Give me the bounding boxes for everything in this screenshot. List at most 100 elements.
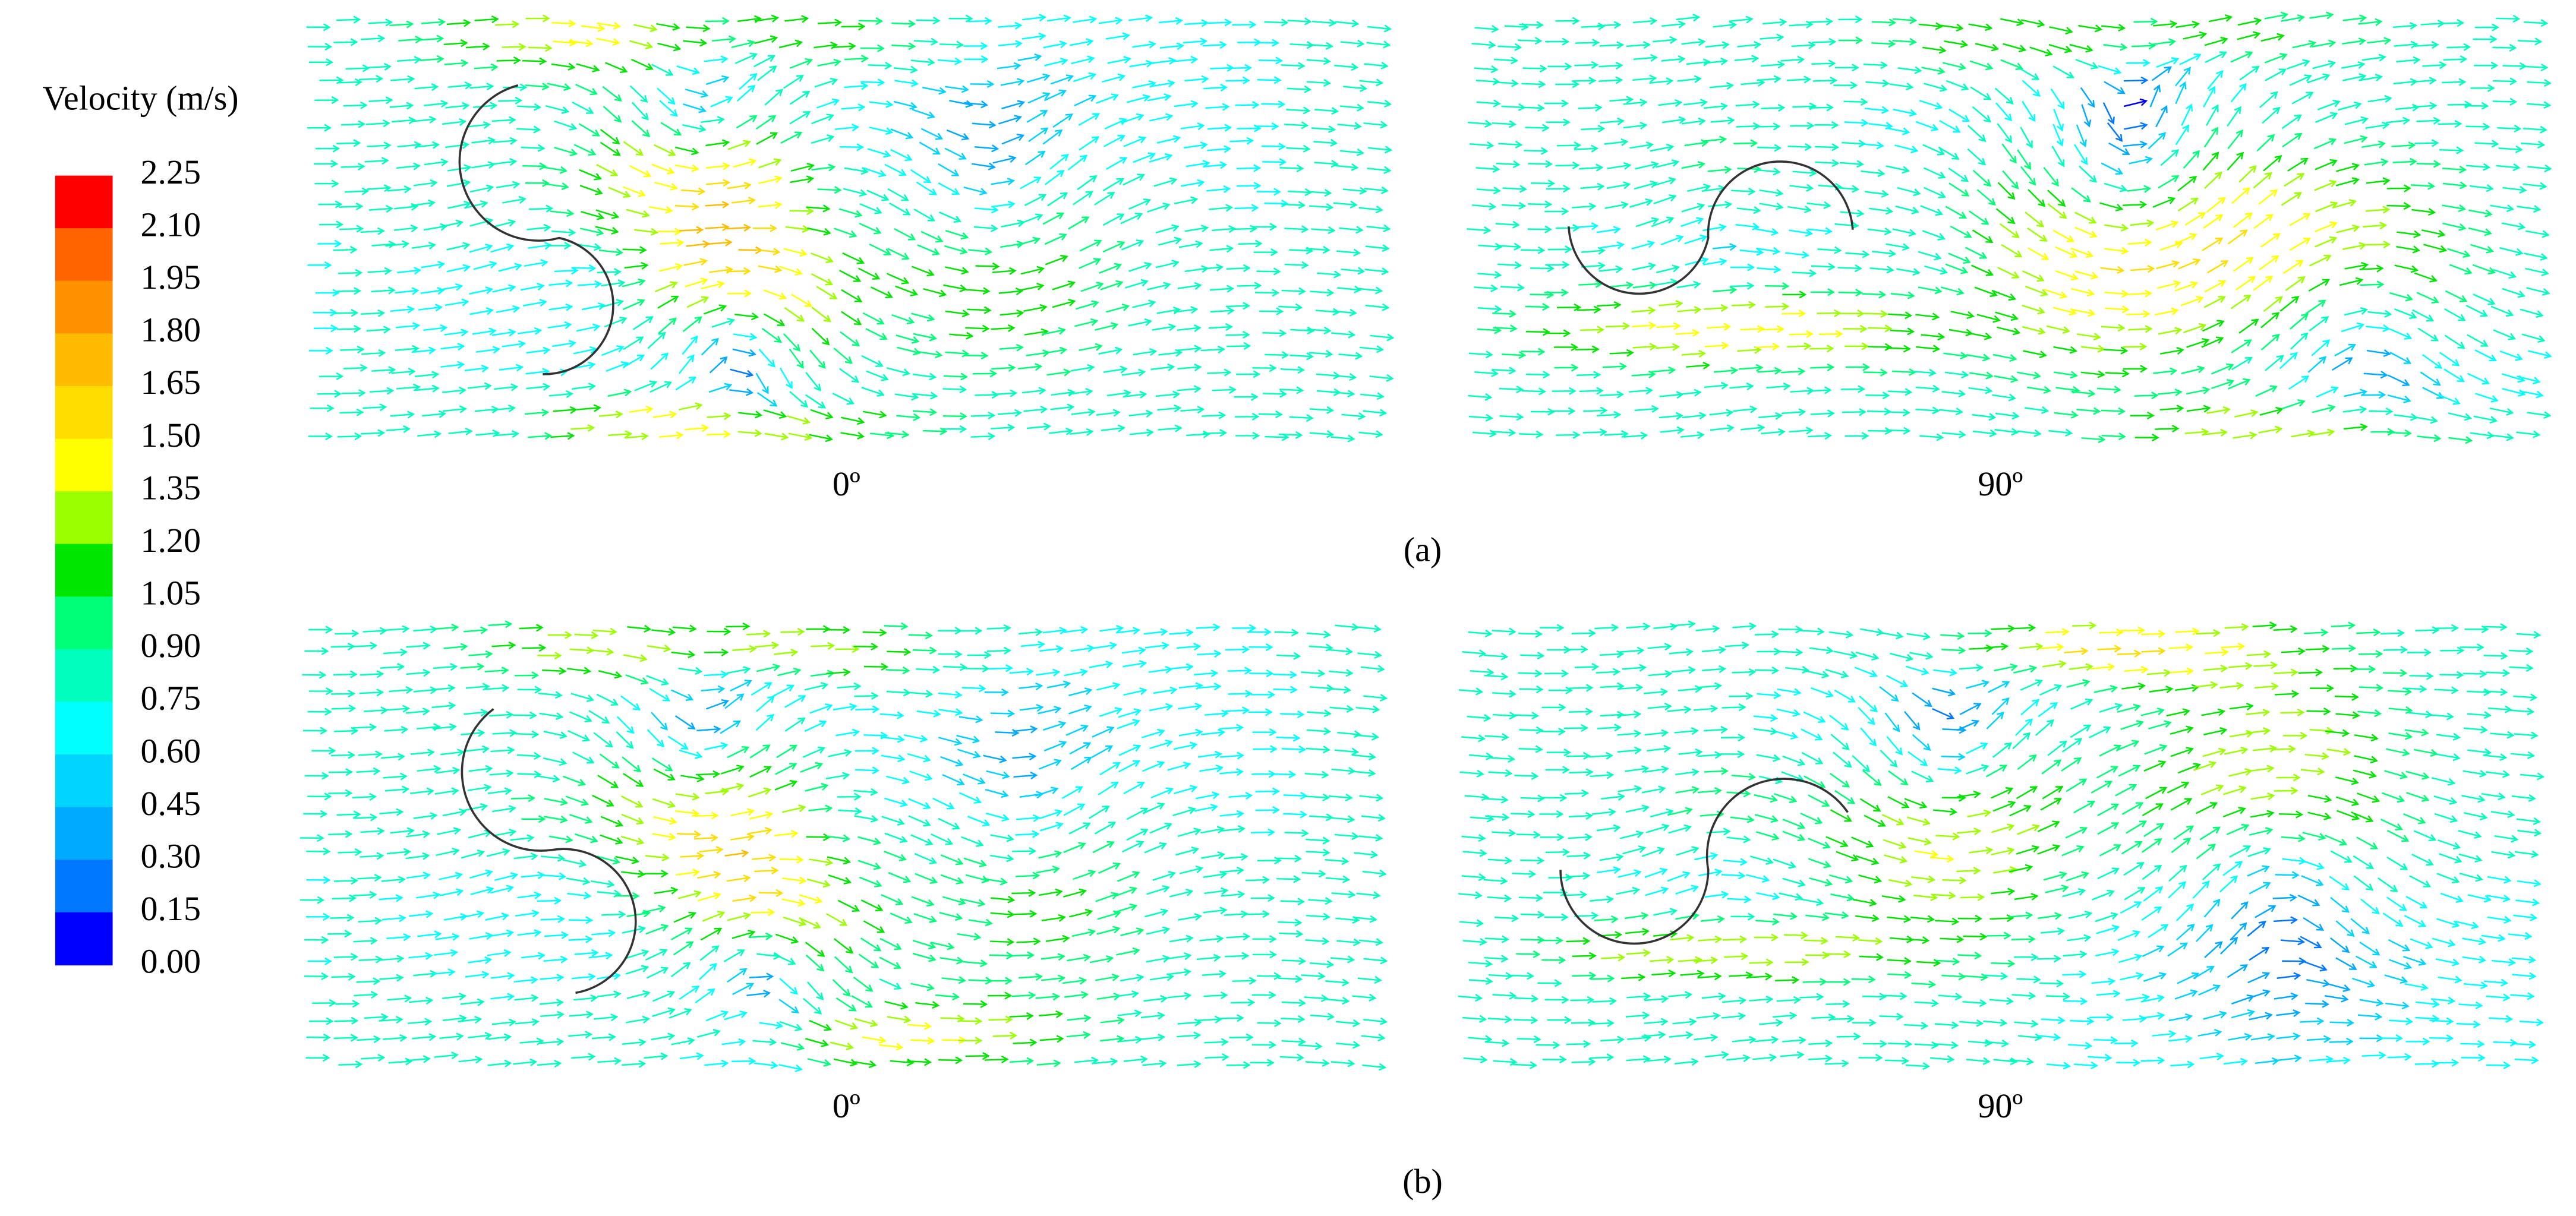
velocity-vector — [1220, 866, 1245, 875]
velocity-vector — [2521, 333, 2546, 343]
velocity-vector — [2027, 247, 2050, 260]
velocity-vector — [1904, 798, 1928, 809]
velocity-vector — [2436, 873, 2460, 884]
velocity-vector — [1808, 227, 1833, 235]
velocity-vector — [1010, 951, 1035, 959]
velocity-vector — [842, 252, 865, 264]
velocity-vector — [2141, 906, 2162, 921]
velocity-vector — [2018, 67, 2040, 80]
velocity-vector — [1678, 748, 1703, 757]
velocity-vector — [893, 65, 918, 74]
velocity-vector — [2204, 280, 2227, 293]
velocity-vector — [1167, 968, 1192, 977]
velocity-vector — [1941, 646, 1966, 655]
velocity-vector — [2366, 177, 2391, 185]
velocity-vector — [1572, 952, 1597, 960]
velocity-vector — [1704, 57, 1729, 65]
velocity-vector — [1578, 280, 1603, 288]
velocity-vector — [2468, 209, 2493, 217]
velocity-vector — [1697, 682, 1723, 690]
velocity-vector — [711, 318, 735, 328]
velocity-vector — [1597, 21, 1622, 29]
velocity-vector — [1997, 182, 2016, 200]
velocity-vector — [1341, 412, 1366, 420]
velocity-vector — [1694, 852, 1719, 861]
velocity-vector — [353, 937, 378, 945]
velocity-vector — [2027, 227, 2048, 242]
velocity-vector — [1283, 810, 1308, 819]
velocity-vector — [652, 832, 677, 841]
velocity-vector — [2386, 829, 2410, 842]
velocity-vector — [596, 693, 619, 706]
velocity-vector — [1994, 428, 2019, 436]
velocity-vector — [966, 287, 991, 295]
velocity-vector — [1946, 80, 1969, 91]
velocity-vector — [1500, 283, 1525, 292]
velocity-vector — [1941, 389, 1966, 398]
velocity-vector — [1026, 422, 1051, 431]
velocity-vector — [931, 833, 954, 845]
velocity-vector — [1153, 177, 1178, 187]
velocity-vector — [623, 186, 646, 197]
velocity-vector — [726, 223, 752, 232]
velocity-vector — [808, 804, 833, 813]
velocity-vector — [330, 642, 355, 651]
velocity-vector — [971, 411, 996, 420]
velocity-vector — [1470, 668, 1494, 677]
velocity-vector — [1888, 879, 1913, 887]
velocity-vector — [840, 431, 865, 440]
velocity-vector — [333, 953, 359, 961]
velocity-vector — [2430, 996, 2456, 1005]
velocity-vector — [1120, 212, 1143, 225]
velocity-vector — [2262, 106, 2281, 124]
velocity-vector — [1042, 129, 1063, 145]
velocity-vector — [2253, 214, 2274, 229]
velocity-vector — [1180, 406, 1205, 414]
velocity-vector — [2070, 288, 2095, 297]
velocity-vector — [2462, 937, 2487, 946]
velocity-vector — [884, 832, 908, 844]
velocity-vector — [2272, 893, 2297, 902]
velocity-vector — [1600, 650, 1625, 658]
velocity-vector — [682, 335, 698, 355]
velocity-vector — [1128, 409, 1153, 418]
velocity-vector — [631, 102, 649, 121]
velocity-vector — [1092, 726, 1115, 738]
velocity-vector — [1337, 285, 1362, 293]
colorbar-label: 1.65 — [141, 363, 201, 402]
velocity-vector — [1221, 890, 1246, 899]
velocity-vector — [510, 794, 536, 803]
velocity-vector — [442, 386, 467, 395]
velocity-vector — [1722, 935, 1747, 943]
velocity-vector — [881, 816, 905, 826]
velocity-vector — [783, 917, 807, 927]
velocity-vector — [576, 63, 600, 72]
velocity-vector — [1843, 324, 1868, 333]
velocity-vector — [1756, 892, 1780, 901]
velocity-vector — [1184, 75, 1209, 83]
velocity-vector — [307, 792, 332, 801]
velocity-vector — [1196, 791, 1220, 800]
velocity-vector — [409, 996, 434, 1005]
velocity-vector — [1968, 210, 1989, 225]
velocity-vector — [1305, 1059, 1330, 1067]
velocity-vector — [816, 98, 840, 109]
velocity-vector — [887, 1015, 912, 1024]
velocity-vector — [2521, 140, 2546, 149]
velocity-vector — [1997, 326, 2021, 336]
velocity-vector — [2124, 887, 2146, 901]
velocity-vector — [570, 693, 595, 702]
velocity-vector — [2121, 682, 2146, 690]
velocity-vector — [1202, 411, 1226, 419]
velocity-vector — [1808, 1039, 1833, 1047]
velocity-vector — [2104, 346, 2129, 355]
velocity-vector — [1651, 969, 1676, 978]
velocity-vector — [908, 815, 931, 827]
velocity-vector — [2039, 979, 2064, 988]
velocity-vector — [1520, 794, 1545, 803]
velocity-vector — [998, 21, 1023, 30]
velocity-vector — [2394, 413, 2419, 421]
velocity-vector — [2520, 308, 2544, 318]
velocity-vector — [1325, 857, 1350, 866]
velocity-vector — [2292, 40, 2317, 49]
